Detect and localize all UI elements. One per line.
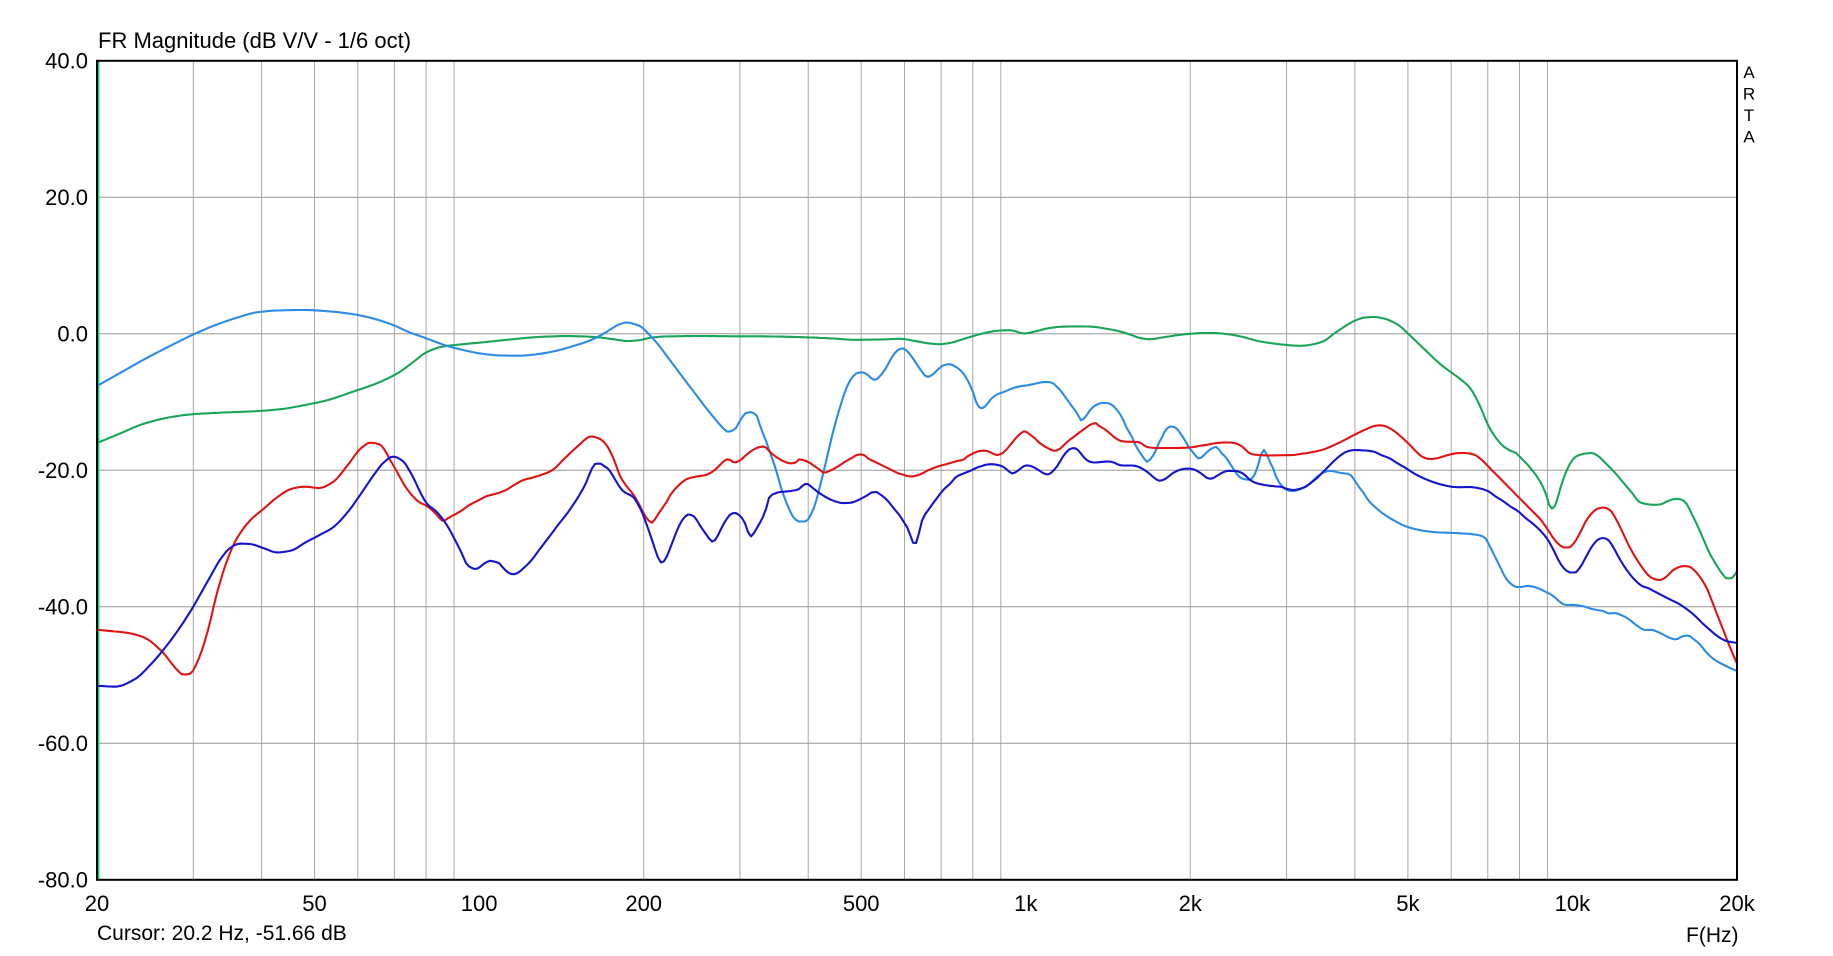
svg-text:A: A [1743,63,1755,82]
svg-text:20.0: 20.0 [45,185,88,210]
svg-text:2k: 2k [1179,891,1203,916]
svg-text:FR Magnitude (dB V/V - 1/6 oct: FR Magnitude (dB V/V - 1/6 oct) [98,28,411,53]
svg-text:A: A [1743,128,1755,147]
svg-text:50: 50 [302,891,326,916]
svg-text:100: 100 [461,891,498,916]
svg-text:Cursor: 20.2 Hz, -51.66 dB: Cursor: 20.2 Hz, -51.66 dB [97,922,347,945]
svg-text:-80.0: -80.0 [38,868,88,893]
svg-text:T: T [1744,106,1754,125]
svg-text:1k: 1k [1014,891,1038,916]
svg-text:200: 200 [625,891,662,916]
svg-text:20: 20 [85,891,109,916]
svg-text:F(Hz): F(Hz) [1686,924,1738,947]
svg-text:-60.0: -60.0 [38,731,88,756]
svg-text:0.0: 0.0 [57,322,88,347]
svg-text:R: R [1743,85,1755,104]
svg-text:500: 500 [843,891,880,916]
svg-text:20k: 20k [1719,891,1755,916]
svg-text:-20.0: -20.0 [38,458,88,483]
svg-text:-40.0: -40.0 [38,595,88,620]
svg-text:10k: 10k [1555,891,1591,916]
svg-text:5k: 5k [1396,891,1420,916]
svg-text:40.0: 40.0 [45,49,88,74]
